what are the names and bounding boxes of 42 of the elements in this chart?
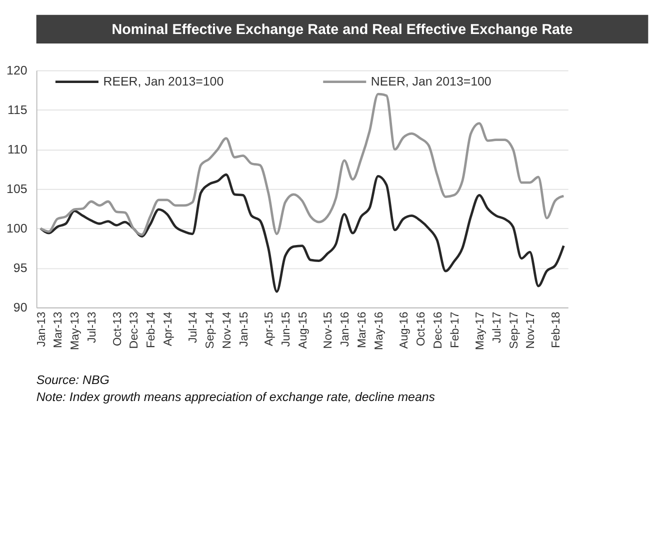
x-tick-label: Jan-16 <box>340 312 352 347</box>
x-tick-label: May-17 <box>474 312 487 350</box>
x-tick-label: Aug-15 <box>297 312 310 349</box>
x-tick-label: Nov-15 <box>322 312 335 349</box>
y-tick-label: 100 <box>6 222 28 236</box>
legend-label: NEER, Jan 2013=100 <box>370 74 492 89</box>
y-tick-label: 90 <box>13 300 28 315</box>
text: Note: Index growth means appreciation of exchange rate, decline means <box>36 390 435 404</box>
line-series <box>39 173 565 293</box>
x-tick-label: Jun-15 <box>280 312 293 347</box>
x-tick-label: Jan-13 <box>36 312 48 347</box>
x-tick-label: Oct-16 <box>416 312 428 346</box>
y-tick-label: 120 <box>6 64 28 78</box>
x-tick-label: May-16 <box>373 312 386 350</box>
line-series <box>39 92 565 236</box>
x-tick-label: Jul-14 <box>188 311 200 343</box>
legend-label: REER, Jan 2013=100 <box>103 74 224 89</box>
x-tick-label: Nov-14 <box>221 311 234 349</box>
x-tick-label: Jan-15 <box>238 312 250 347</box>
y-tick-label: 95 <box>13 261 28 276</box>
x-tick-label: Dec-13 <box>128 312 141 349</box>
x-tick-label: Sep-14 <box>204 311 217 349</box>
y-tick-label: 110 <box>7 142 28 157</box>
x-tick-label: Feb-18 <box>550 312 563 348</box>
x-tick-label: Apr-14 <box>162 311 174 346</box>
x-tick-label: May-13 <box>70 312 82 350</box>
x-tick-label: Nov-17 <box>525 312 538 349</box>
x-tick-label: Apr-15 <box>264 312 276 346</box>
x-tick-label: Feb-17 <box>449 312 462 348</box>
x-tick-label: Sep-17 <box>508 312 520 349</box>
x-tick-label: Oct-13 <box>112 312 124 346</box>
x-tick-label: Mar-13 <box>52 312 65 348</box>
x-tick-label: Dec-16 <box>432 312 444 349</box>
x-tick-label: Jul-13 <box>86 312 98 343</box>
y-tick-label: 105 <box>6 182 28 196</box>
chart-title: Nominal Effective Exchange Rate and Real Effective Exchange Rate <box>112 22 573 38</box>
source-note: Source: NBG <box>36 372 110 387</box>
x-tick-label: Feb-14 <box>146 311 158 348</box>
x-tick-label: Aug-16 <box>398 312 411 349</box>
y-tick-label: 115 <box>7 103 28 118</box>
x-tick-label: Mar-16 <box>356 312 368 348</box>
x-tick-label: Jul-17 <box>491 312 504 343</box>
